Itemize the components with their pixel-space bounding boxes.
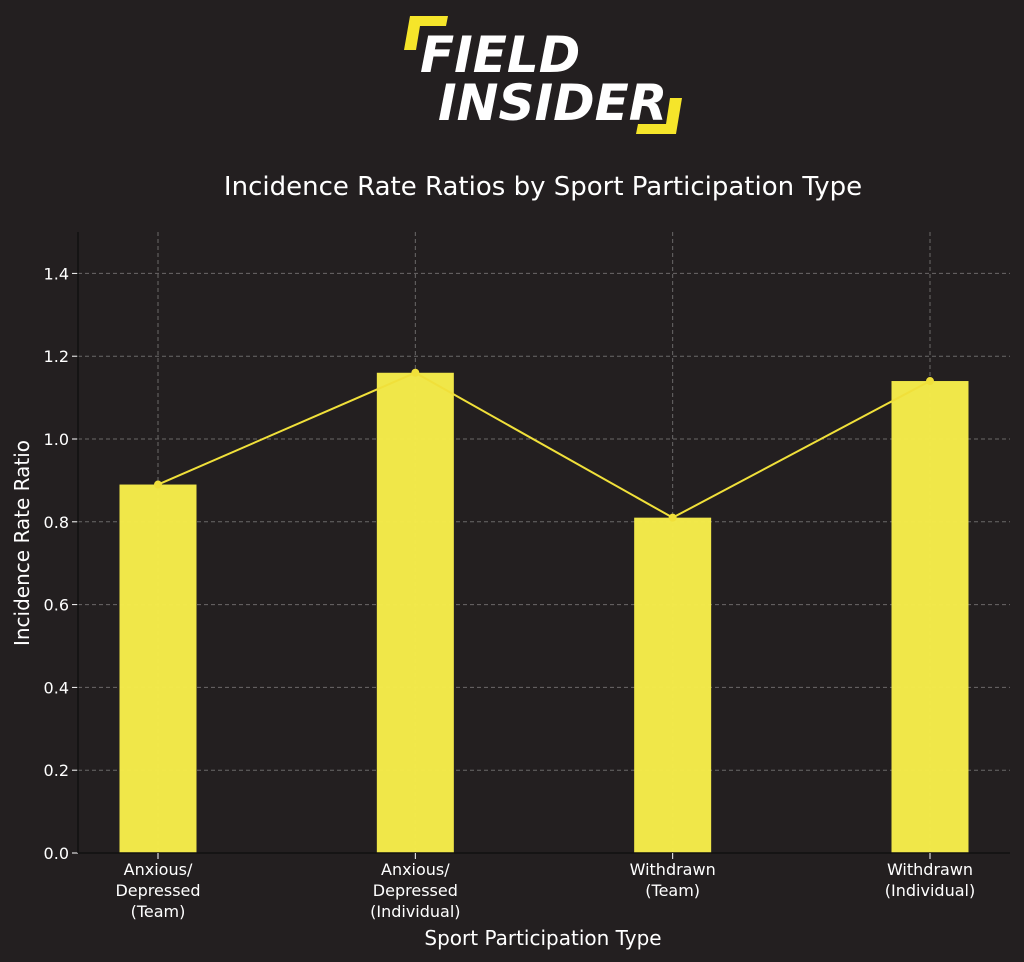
bar [634, 517, 712, 853]
chart-title: Incidence Rate Ratios by Sport Participa… [224, 172, 862, 202]
y-tick-label: 1.4 [44, 264, 69, 283]
y-tick-label: 0.0 [44, 844, 69, 863]
bar [376, 372, 454, 853]
logo-line2: INSIDER [438, 74, 667, 132]
bars [119, 372, 969, 853]
y-tick-label: 0.6 [44, 596, 69, 615]
x-tick-label: Withdrawn (Individual) [885, 860, 975, 900]
x-tick-label-line: Withdrawn [630, 860, 716, 879]
x-tick-label-line: (Team) [131, 902, 186, 921]
x-tick-label-line: Depressed [115, 881, 200, 900]
bar [119, 484, 197, 853]
axes: 0.0 0.2 0.4 0.6 0.8 1.0 1.2 1.4 Anxious/Depresse… [44, 232, 1010, 921]
x-tick-label-line: Depressed [373, 881, 458, 900]
y-tick-label: 0.4 [44, 678, 69, 697]
bar [891, 381, 969, 853]
trend-line [154, 368, 934, 522]
y-tick-label: 1.2 [44, 347, 69, 366]
x-tick-label: Anxious/Depressed (Individual) [370, 860, 460, 921]
x-tick-label-line: (Team) [645, 881, 700, 900]
trend-marker [926, 377, 934, 386]
x-tick-label-line: Anxious/ [381, 860, 450, 879]
trend-marker [411, 368, 420, 377]
trend-marker [668, 513, 677, 522]
x-tick-label-line: (Individual) [885, 881, 975, 900]
x-tick-label-line: Anxious/ [124, 860, 193, 879]
trend-line-path [157, 371, 931, 519]
x-tick-label: Withdrawn (Team) [630, 860, 716, 900]
trend-marker [154, 480, 162, 489]
logo-bottom-bracket [636, 98, 682, 134]
x-axis-title: Sport Participation Type [424, 926, 661, 950]
x-tick-label: Anxious/Depressed (Team) [115, 860, 200, 921]
grid [78, 232, 1010, 853]
x-tick-label-line: (Individual) [370, 902, 460, 921]
x-tick-label-line: Withdrawn [887, 860, 973, 879]
y-tick-label: 0.2 [44, 761, 69, 780]
y-tick-label: 1.0 [44, 430, 69, 449]
y-tick-label: 0.8 [44, 513, 69, 532]
field-insider-logo: FIELD INSIDER [404, 16, 682, 134]
logo-top-bracket [404, 16, 448, 50]
logo-line1: FIELD [420, 26, 580, 84]
y-axis-title: Incidence Rate Ratio [10, 440, 34, 646]
